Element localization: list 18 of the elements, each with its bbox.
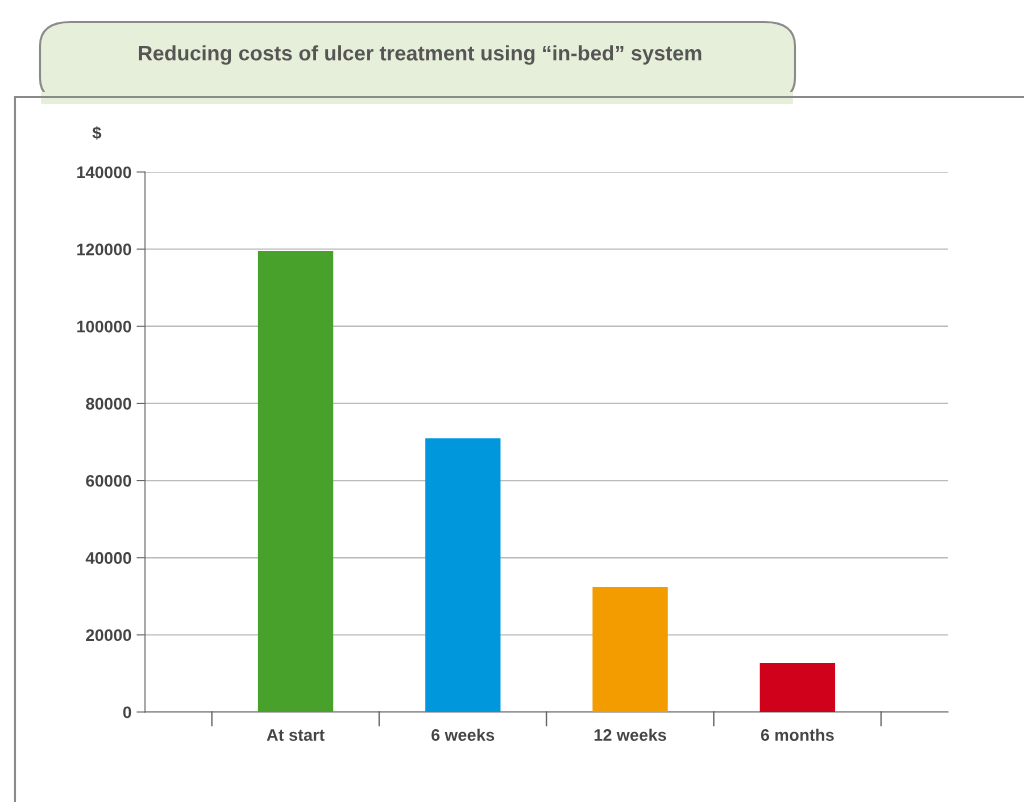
x-tick-label: 12 weeks: [594, 728, 667, 741]
y-tick-label: 100000: [77, 320, 132, 333]
chart-title: Reducing costs of ulcer treatment using “in-bed” system: [138, 45, 702, 65]
y-tick-label: 120000: [77, 243, 132, 256]
y-axis-title: $: [92, 126, 102, 140]
bar: [257, 251, 334, 712]
x-tick-label: 6 months: [761, 728, 834, 741]
x-tick-label: 6 weeks: [431, 728, 495, 741]
y-tick-label: 0: [123, 706, 132, 719]
bar: [759, 663, 836, 712]
y-tick-label: 40000: [85, 552, 132, 564]
y-tick-label: 60000: [86, 474, 132, 487]
bar: [592, 587, 668, 712]
y-tick-label: 20000: [86, 629, 132, 642]
y-tick-label: 80000: [85, 397, 132, 410]
bar: [425, 438, 501, 712]
y-tick-label: 140000: [77, 166, 132, 179]
x-tick-label: At start: [266, 729, 325, 741]
